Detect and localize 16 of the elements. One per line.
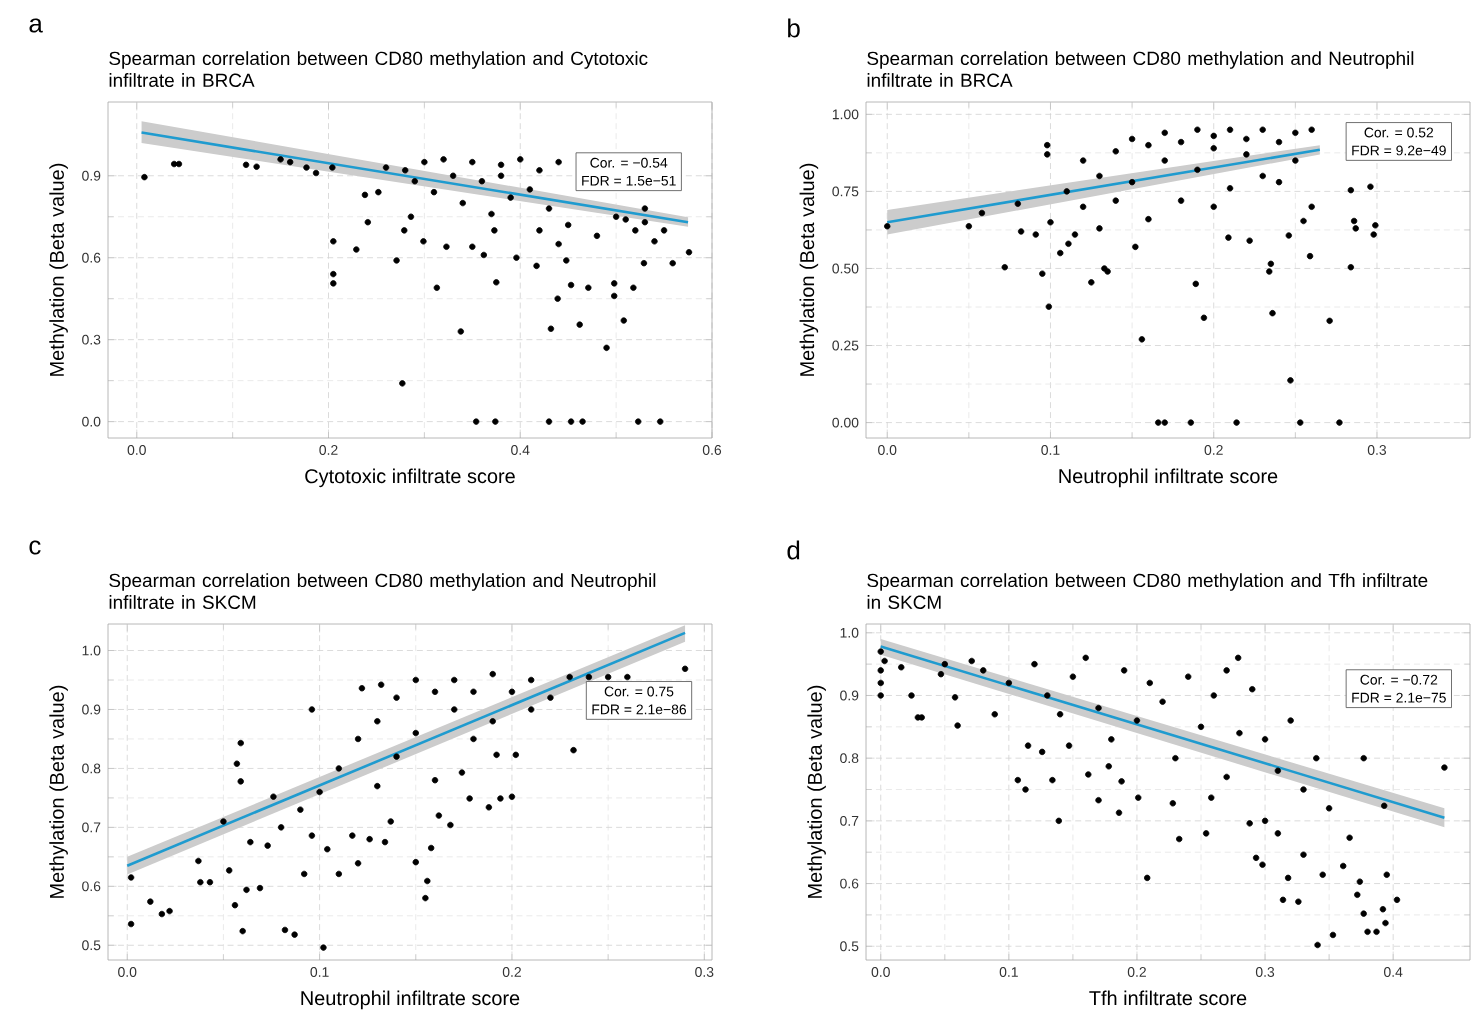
- x-axis-title: Tfh infiltrate score: [1089, 990, 1247, 1006]
- text: a: [29, 18, 43, 33]
- chart-title: Spearman correlation between CD80 methylation and Cytotoxic infiltrate in BRCA: [109, 51, 648, 88]
- x-axis-title: Neutrophil infiltrate score: [301, 990, 520, 1010]
- y-axis-title: Methylation (Beta value): [799, 163, 819, 376]
- x-axis-title: Neutrophil infiltrate score: [1059, 468, 1278, 488]
- chart-title: Spearman correlation between CD80 methylation and Neutrophil infiltrate in BRCA: [867, 51, 1414, 88]
- y-axis-title: Methylation (Beta value): [49, 163, 68, 376]
- chart-title: Spearman correlation between CD80 methylation and Neutrophil infiltrate in SKCM: [109, 573, 656, 610]
- text: d: [787, 540, 800, 560]
- y-axis-title: Methylation (Beta value): [49, 685, 68, 898]
- y-axis-title: Methylation (Beta value): [807, 685, 826, 898]
- text: c: [29, 540, 41, 555]
- x-axis-title: Cytotoxic infiltrate score: [305, 468, 515, 488]
- text: b: [788, 18, 800, 38]
- chart-title: Spearman correlation between CD80 methylation and Tfh infiltrate in SKCM: [867, 573, 1428, 610]
